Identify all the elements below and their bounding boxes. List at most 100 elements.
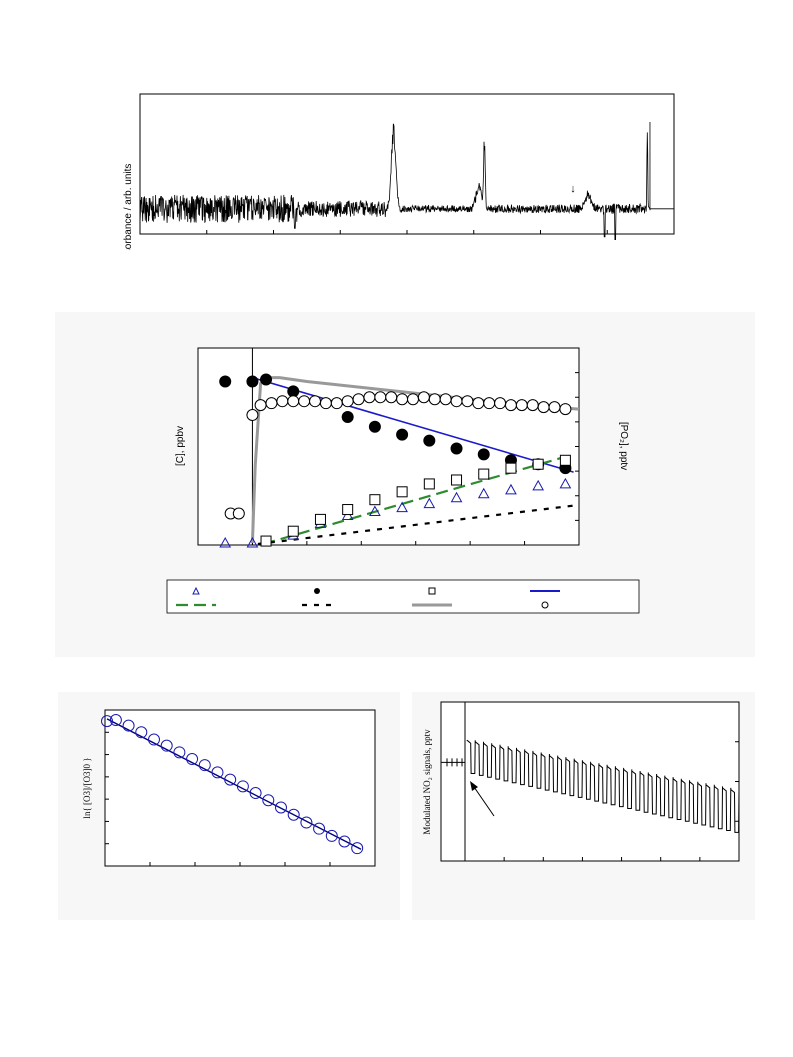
concentration-point-open-circle [309,395,322,408]
concentration-point-filled-circle [477,448,490,461]
ozone-data-point [249,787,262,800]
concentration-point-open-circle [374,391,387,404]
ozone-data-point [186,753,199,766]
concentration-point-open-circle [385,391,398,404]
concentration-point-open-circle [559,403,572,416]
concentration-point-open-square [423,478,435,490]
ozone-data-point [351,842,364,855]
concentration-point-open-circle [319,397,332,410]
concentration-series-line [252,376,574,473]
concentration-point-open-triangle [450,491,463,503]
concentration-y-label: [C], ppbv [175,426,186,466]
concentration-point-open-triangle [396,501,408,513]
concentration-point-open-circle [515,399,528,412]
concentration-point-open-circle [483,397,496,410]
legend-open-triangle-icon [192,586,200,595]
ozone-data-point [287,808,300,821]
ozone-data-point [262,794,275,807]
concentration-point-filled-circle [260,373,273,386]
concentration-point-open-circle [352,393,365,406]
concentration-point-open-square [260,535,272,547]
no2-pre-injection-trace [441,758,465,767]
no2-annotation-arrow-head [470,781,478,791]
concentration-series-line [257,504,574,546]
ozone-data-point [338,835,351,848]
concentration-point-open-square [342,504,354,516]
concentration-point-open-square [505,462,517,474]
ozone-marks [101,714,364,855]
ozone-data-point [122,719,135,732]
concentration-point-open-circle [341,395,354,408]
concentration-point-open-triangle [246,537,259,548]
concentration-point-filled-circle [219,375,232,388]
concentration-point-open-circle [254,399,267,412]
concentration-legend [176,586,560,609]
concentration-point-open-triangle [532,479,545,491]
concentration-point-open-square [478,468,490,480]
concentration-point-open-circle [472,397,485,410]
concentration-point-open-circle [330,397,343,410]
concentration-point-open-triangle [559,477,572,489]
concentration-point-open-circle [450,395,463,408]
concentration-point-open-circle [276,395,289,408]
ozone-y-label: ln{ [O3]/[O3]0 } [82,757,92,818]
ozone-data-point [160,739,173,752]
no2-signal-chart: Modulated NO₂ signals, pptv [412,692,755,920]
ozone-data-point [300,816,313,829]
ozone-plot-frame [104,709,376,867]
ozone-data-point [198,759,211,772]
absorbance-series-line [139,122,674,240]
ozone-data-point [325,829,338,842]
no2-y-label: Modulated NO₂ signals, pptv [422,729,432,835]
ozone-data-point [101,715,113,728]
ozone-data-point [173,746,186,759]
concentration-legend-box [166,579,640,614]
concentration-point-open-circle [526,399,539,412]
no2-axis-ticks [503,741,739,861]
concentration-axis-ticks [251,372,579,545]
concentration-point-open-circle [537,401,550,414]
concentration-point-open-circle [363,391,376,404]
concentration-point-open-circle [406,393,419,406]
absorbance-chart-svg: Absorbance / arb. units ↓ [123,93,675,266]
ozone-data-point [147,733,160,746]
concentration-point-open-circle [494,397,507,410]
concentration-point-open-square [532,458,544,470]
concentration-point-open-circle [428,393,441,406]
concentration-point-open-circle [439,393,452,406]
concentration-point-open-circle [417,391,430,404]
ozone-data-point [135,726,148,739]
concentration-point-open-circle [287,395,300,408]
concentration-chart-svg: [C], ppbv [PO₂], pptv [166,347,640,614]
concentration-point-open-square [287,525,299,537]
concentration-point-open-square [369,494,381,506]
concentration-point-open-circle [461,395,474,408]
concentration-point-open-circle [265,397,278,410]
concentration-point-open-circle [246,408,259,421]
ozone-axis-ticks [105,731,331,866]
ozone-decay-chart: ln{ [O3]/[O3]0 } [58,692,400,920]
absorbance-chart: Absorbance / arb. units ↓ [100,80,700,266]
concentration-point-open-circle [232,507,245,520]
concentration-point-open-circle [298,395,311,408]
concentration-point-filled-circle [341,410,354,423]
ozone-data-point [313,822,326,835]
concentration-point-open-square [451,474,463,486]
concentration-y2-label: [PO₂], pptv [618,422,629,470]
concentration-chart: [C], ppbv [PO₂], pptv [55,312,755,657]
no2-signal-chart-svg: Modulated NO₂ signals, pptv [422,701,740,862]
concentration-point-filled-circle [246,375,259,388]
ozone-data-point [274,801,287,814]
absorbance-x-ticks [206,230,608,234]
ozone-data-point [211,766,224,779]
absorbance-y-label: Absorbance / arb. units [123,164,134,250]
ozone-decay-chart-svg: ln{ [O3]/[O3]0 } [82,709,376,867]
concentration-point-filled-circle [423,434,436,447]
concentration-point-open-square [396,486,408,498]
concentration-point-open-circle [504,399,517,412]
concentration-point-open-square [314,513,326,525]
concentration-point-open-triangle [219,537,232,548]
concentration-point-open-triangle [369,505,381,517]
concentration-point-open-triangle [505,483,517,495]
legend-open-circle-icon [541,601,549,609]
